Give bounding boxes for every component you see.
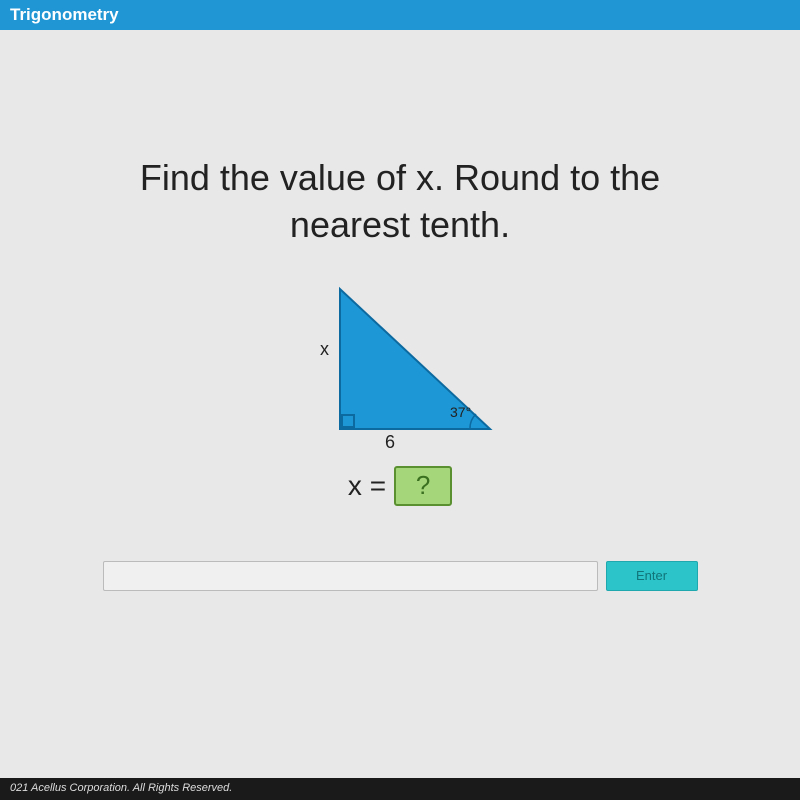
triangle-svg	[290, 284, 510, 454]
answer-input[interactable]	[103, 561, 598, 591]
angle-label: 37°	[450, 404, 471, 420]
question-text: Find the value of x. Round to the neares…	[40, 155, 760, 249]
copyright-text: 021 Acellus Corporation. All Rights Rese…	[4, 780, 238, 796]
enter-button[interactable]: Enter	[606, 561, 698, 591]
answer-placeholder-box[interactable]: ?	[394, 466, 452, 506]
question-container: Find the value of x. Round to the neares…	[40, 155, 760, 591]
content-area: Find the value of x. Round to the neares…	[0, 30, 800, 800]
input-row: Enter	[40, 561, 760, 591]
question-line-1: Find the value of x. Round to the	[140, 157, 660, 198]
question-line-2: nearest tenth.	[290, 204, 510, 245]
side-label-base: 6	[385, 432, 395, 453]
side-label-x: x	[320, 339, 329, 360]
equation-row: x = ?	[40, 466, 760, 506]
answer-placeholder-symbol: ?	[416, 470, 430, 501]
triangle-diagram: x 6 37°	[290, 284, 510, 454]
header-bar: Trigonometry	[0, 0, 800, 30]
subject-title: Trigonometry	[10, 5, 119, 24]
equation-lhs: x =	[348, 470, 386, 502]
